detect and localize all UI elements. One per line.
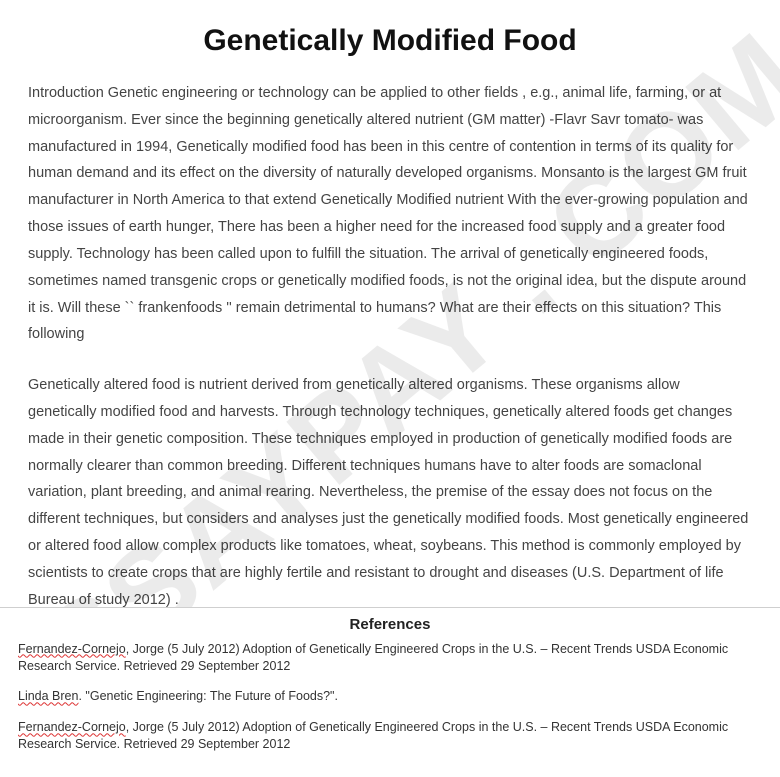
document-page: Genetically Modified Food Introduction G… xyxy=(0,0,780,691)
reference-item: Linda Bren. "Genetic Engineering: The Fu… xyxy=(18,688,762,705)
paragraph: Genetically altered food is nutrient der… xyxy=(28,372,752,613)
reference-author: Linda Bren xyxy=(18,689,78,703)
page-title: Genetically Modified Food xyxy=(28,24,752,58)
reference-author: Fernandez-Cornejo xyxy=(18,720,126,734)
reference-item: Fernandez-Cornejo, Jorge (5 July 2012) A… xyxy=(18,719,762,753)
reference-item: Fernandez-Cornejo, Jorge (5 July 2012) A… xyxy=(18,641,762,675)
reference-text: . "Genetic Engineering: The Future of Fo… xyxy=(78,689,338,703)
references-heading: References xyxy=(18,616,762,633)
reference-author: Fernandez-Cornejo xyxy=(18,642,126,656)
paragraph: Introduction Genetic engineering or tech… xyxy=(28,80,752,348)
body-text: Introduction Genetic engineering or tech… xyxy=(28,80,752,691)
references-panel: References Fernandez-Cornejo, Jorge (5 J… xyxy=(0,607,780,777)
